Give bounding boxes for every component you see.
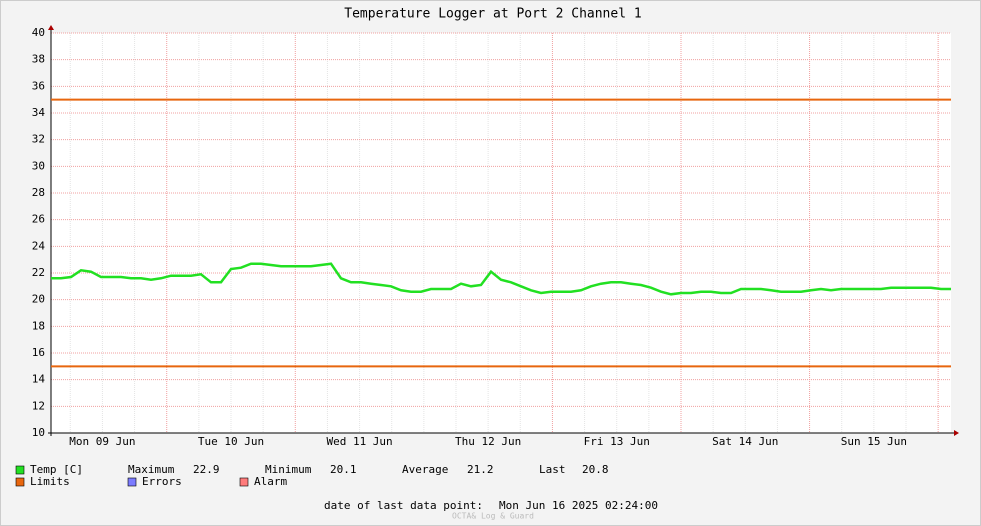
legend-swatch [127,477,137,487]
x-tick-label: Thu 12 Jun [455,435,521,448]
footer-label: date of last data point: [324,499,483,512]
stat-value: 21.2 [467,463,494,476]
legend-swatch [15,465,25,475]
legend-label: Alarm [254,475,287,488]
x-tick-label: Fri 13 Jun [584,435,650,448]
y-tick-label: 36 [32,79,45,92]
chart-title: Temperature Logger at Port 2 Channel 1 [344,7,641,22]
y-tick-label: 24 [32,239,46,252]
stat-value: 20.1 [330,463,357,476]
stat-value: 20.8 [582,463,609,476]
stat-label: Maximum [128,463,175,476]
y-tick-label: 16 [32,346,45,359]
legend-swatch [15,477,25,487]
stat-label: Minimum [265,463,312,476]
y-tick-label: 20 [32,293,45,306]
stat-label: Average [402,463,448,476]
x-tick-label: Sat 14 Jun [712,435,778,448]
plot-area [51,33,951,433]
legend-swatch [239,477,249,487]
legend-label: Limits [30,475,70,488]
stat-value: 22.9 [193,463,220,476]
y-tick-label: 28 [32,186,45,199]
x-tick-label: Mon 09 Jun [69,435,135,448]
temp-line [51,262,951,296]
x-tick-label: Tue 10 Jun [198,435,264,448]
legend-label: Temp [C] [30,463,83,476]
y-tick-label: 30 [32,159,45,172]
x-tick-label: Sun 15 Jun [841,435,907,448]
y-tick-label: 10 [32,426,45,439]
footer-value: Mon Jun 16 2025 02:24:00 [499,499,658,512]
y-tick-label: 14 [32,373,46,386]
y-tick-label: 18 [32,319,45,332]
legend-label: Errors [142,475,182,488]
y-tick-label: 40 [32,26,45,39]
y-tick-label: 12 [32,399,45,412]
y-tick-label: 32 [32,133,45,146]
y-tick-label: 26 [32,213,45,226]
y-tick-label: 22 [32,266,45,279]
axis-arrow [48,25,54,30]
x-tick-label: Wed 11 Jun [326,435,392,448]
credit: OCTA& Log & Guard [452,512,534,521]
y-tick-label: 38 [32,53,45,66]
y-tick-label: 34 [32,106,46,119]
axis-arrow [954,430,959,436]
stat-label: Last [539,463,566,476]
